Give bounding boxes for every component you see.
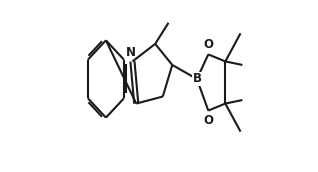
Text: N: N [126,46,135,59]
Text: B: B [192,72,201,85]
Text: O: O [203,114,213,127]
Text: O: O [203,38,213,51]
